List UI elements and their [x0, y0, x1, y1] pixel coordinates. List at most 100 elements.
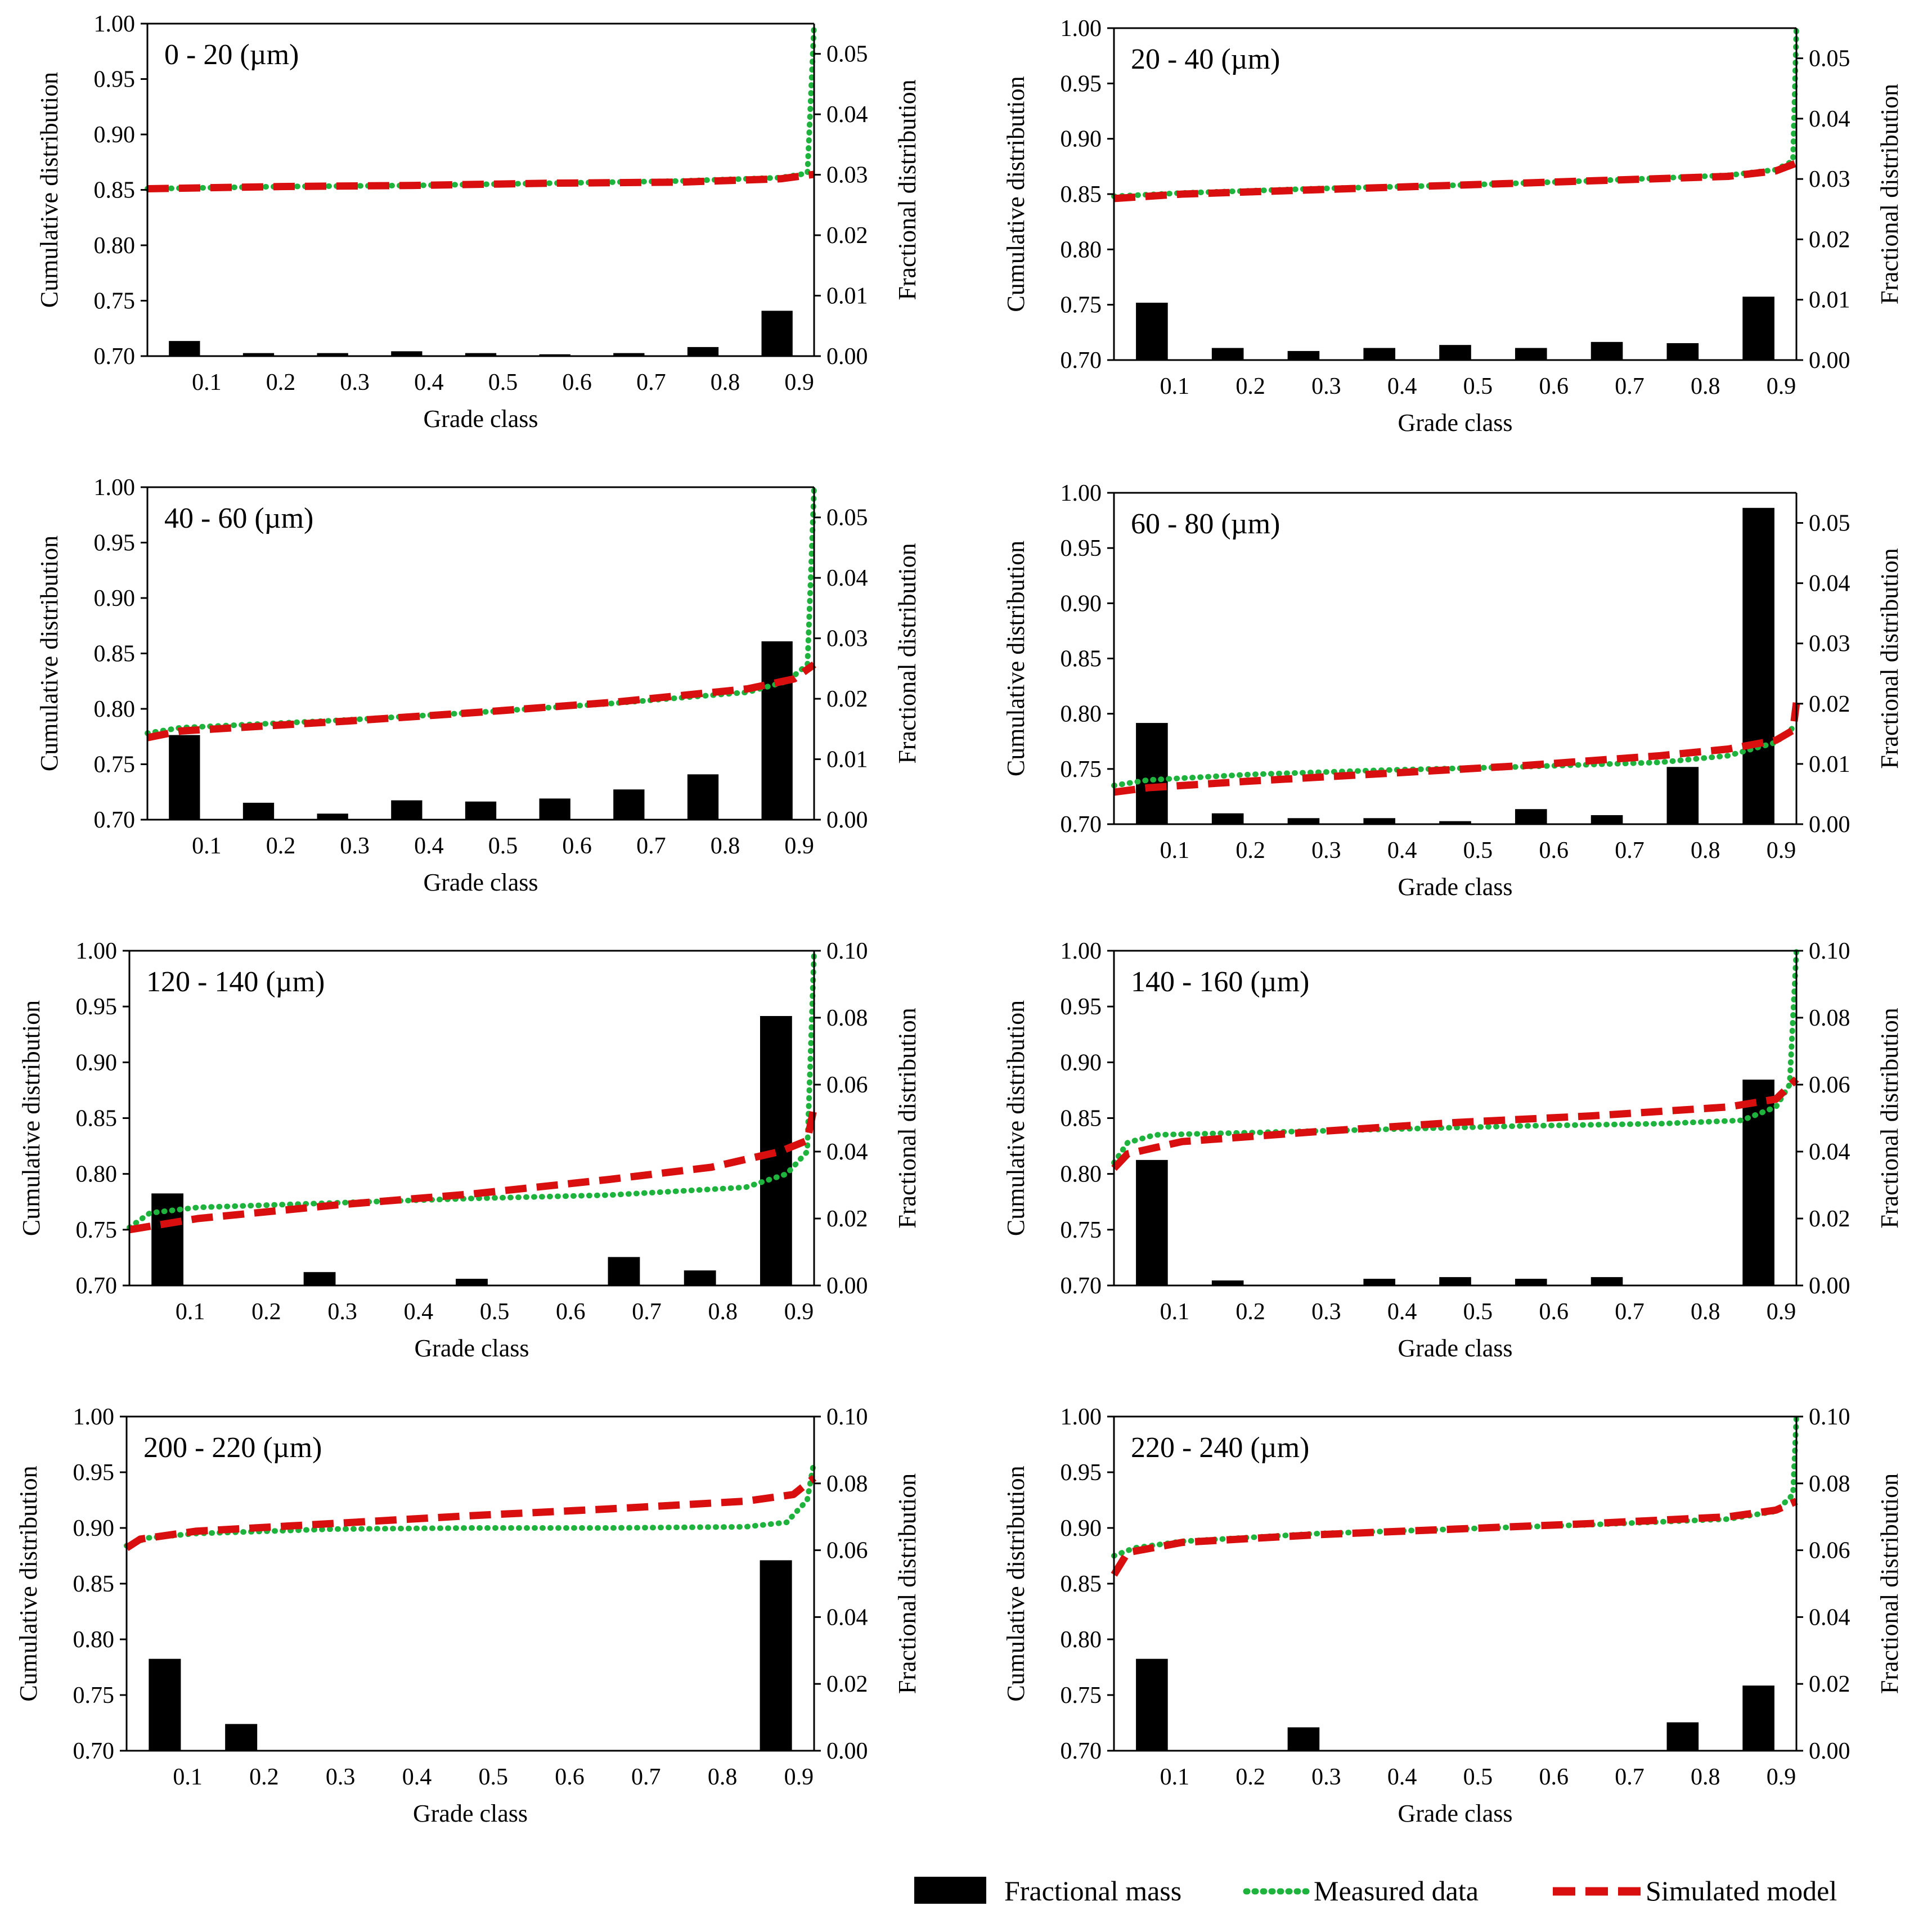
x-tick-label: 0.1 [173, 1764, 203, 1790]
y2-tick-label: 0.06 [1809, 1538, 1850, 1564]
bar-0.4 [1363, 348, 1396, 360]
y2-tick-label: 0.08 [826, 1005, 868, 1031]
panel-title: 140 - 160 (µm) [1131, 966, 1309, 998]
x-tick-label: 0.1 [1160, 1299, 1190, 1325]
y2-tick-label: 0.01 [826, 747, 868, 773]
x-tick-label: 0.2 [251, 1299, 281, 1325]
bar-0.8 [1666, 767, 1699, 824]
y2-axis-label: Fractional distribution [1876, 1473, 1903, 1694]
bar-0.3 [1287, 350, 1320, 360]
bar-0.4 [1363, 818, 1396, 824]
x-tick-label: 0.7 [1615, 838, 1645, 864]
y-tick-label: 0.75 [76, 1217, 118, 1243]
y-tick-label: 1.00 [1061, 480, 1102, 506]
y2-tick-label: 0.02 [826, 223, 868, 249]
x-tick-label: 0.5 [488, 370, 518, 395]
chart-panel-8: 0.70 0.75 0.80 0.85 0.90 0.95 1.00 0.00 0.02 0.04… [1002, 1404, 1903, 1827]
y-tick-label: 0.70 [73, 1738, 115, 1764]
x-tick-label: 0.6 [1539, 1764, 1569, 1790]
panel-title: 0 - 20 (µm) [164, 39, 299, 71]
y-tick-label: 0.70 [1061, 1738, 1102, 1764]
y-tick-label: 0.95 [94, 67, 136, 93]
chart-panel-2: 0.70 0.75 0.80 0.85 0.90 0.95 1.00 0.00 0.01 0.02… [1002, 16, 1903, 437]
y2-tick-label: 0.10 [826, 1404, 868, 1430]
x-tick-label: 0.3 [326, 1764, 356, 1790]
y-tick-label: 0.80 [1061, 1162, 1102, 1188]
y-tick-label: 0.85 [1061, 1571, 1102, 1597]
y-tick-label: 0.95 [1061, 1460, 1102, 1486]
x-tick-label: 0.5 [480, 1299, 510, 1325]
bar-0.5 [456, 1279, 488, 1285]
y-tick-label: 0.85 [73, 1571, 115, 1597]
series-simulated-line [147, 170, 815, 192]
y-tick-label: 0.85 [76, 1106, 118, 1132]
bar-0.6 [1515, 348, 1547, 360]
legend-simulated-label: Simulated model [1646, 1875, 1837, 1907]
y2-tick-label: 0.00 [1809, 1273, 1850, 1299]
y-tick-label: 0.80 [94, 696, 136, 722]
x-tick-label: 0.7 [636, 833, 666, 859]
x-tick-label: 0.8 [1691, 374, 1720, 399]
bar-0.2 [242, 802, 275, 820]
y-tick-label: 0.85 [94, 641, 136, 667]
x-tick-label: 0.5 [1463, 1299, 1493, 1325]
x-tick-label: 0.6 [562, 370, 592, 395]
y2-axis-label: Fractional distribution [893, 1473, 921, 1694]
y2-tick-label: 0.00 [826, 807, 868, 833]
y-tick-label: 0.75 [94, 752, 136, 778]
y-axis-label: Cumulative distribution [15, 1466, 42, 1701]
y-tick-label: 0.90 [1061, 591, 1102, 617]
y-tick-label: 0.95 [1061, 71, 1102, 97]
chart-panel-3: 0.70 0.75 0.80 0.85 0.90 0.95 1.00 0.00 0.01 0.02… [35, 475, 921, 896]
y-tick-label: 0.70 [94, 807, 136, 833]
x-tick-label: 0.9 [1767, 1299, 1796, 1325]
x-tick-label: 0.9 [784, 1299, 814, 1325]
y-axis-label: Cumulative distribution [17, 1000, 45, 1236]
y-tick-label: 0.80 [76, 1162, 118, 1188]
bar-0.3 [303, 1272, 336, 1285]
bar-0.8 [684, 1270, 716, 1285]
bar-0.1 [1136, 303, 1168, 360]
y-tick-label: 0.75 [73, 1683, 115, 1709]
y2-tick-label: 0.05 [1809, 46, 1850, 72]
bar-0.1 [1136, 1159, 1168, 1285]
y2-tick-label: 0.03 [1809, 631, 1850, 657]
series-simulated-line [124, 1475, 817, 1552]
bar-0.2 [242, 353, 275, 356]
y-axis-label: Cumulative distribution [1002, 1466, 1030, 1701]
bar-0.9 [1742, 1080, 1774, 1285]
x-tick-label: 0.2 [1235, 1764, 1265, 1790]
y-tick-label: 0.80 [73, 1627, 115, 1653]
x-tick-label: 0.2 [249, 1764, 279, 1790]
bar-0.1 [169, 735, 200, 820]
x-tick-label: 0.8 [711, 370, 740, 395]
bar-0.3 [317, 813, 348, 820]
y-tick-label: 0.70 [1061, 1273, 1102, 1299]
y-tick-label: 0.90 [73, 1516, 115, 1541]
bar-0.3 [1287, 818, 1320, 824]
y-tick-label: 1.00 [76, 938, 118, 964]
bar-0.5 [1439, 1277, 1471, 1285]
y2-tick-label: 0.03 [826, 163, 868, 188]
bar-0.4 [391, 800, 423, 820]
x-tick-label: 0.1 [192, 370, 222, 395]
y2-tick-label: 0.04 [1809, 1139, 1850, 1165]
x-tick-label: 0.7 [1615, 1299, 1645, 1325]
y2-tick-label: 0.04 [1809, 571, 1850, 597]
x-tick-label: 0.9 [1767, 1764, 1796, 1790]
y2-tick-label: 0.00 [826, 1273, 868, 1299]
chart-panel-4: 0.70 0.75 0.80 0.85 0.90 0.95 1.00 0.00 0.01 0.02… [1002, 480, 1903, 901]
y2-tick-label: 0.02 [826, 1671, 868, 1697]
x-axis-label: Grade class [414, 1334, 529, 1362]
bar-0.8 [1666, 343, 1699, 360]
bar-0.1 [149, 1658, 181, 1751]
y2-tick-label: 0.02 [826, 1206, 868, 1232]
bar-0.8 [687, 774, 719, 820]
y2-axis-label: Fractional distribution [893, 543, 921, 763]
series-simulated-line [1111, 1076, 1799, 1171]
series-measured-line [145, 484, 817, 736]
panel-title: 220 - 240 (µm) [1131, 1432, 1309, 1464]
y-tick-label: 0.90 [94, 586, 136, 612]
chart-panel-7: 0.70 0.75 0.80 0.85 0.90 0.95 1.00 0.00 0.02 0.04… [15, 1404, 921, 1827]
panel-title: 120 - 140 (µm) [146, 966, 325, 998]
